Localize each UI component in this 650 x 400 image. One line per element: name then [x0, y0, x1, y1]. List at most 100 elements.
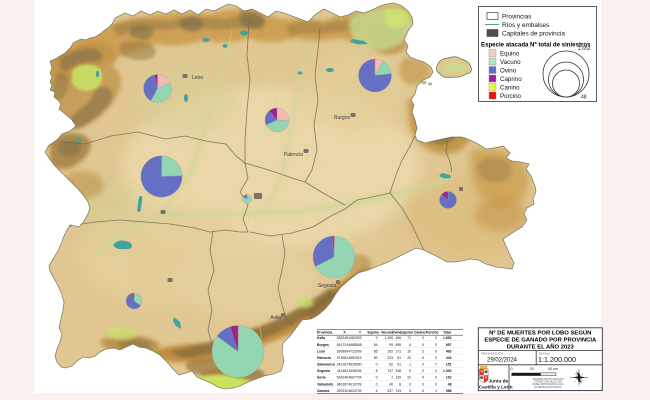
svg-text:343: 343	[446, 356, 452, 360]
svg-text:0: 0	[422, 363, 424, 367]
svg-text:Total: Total	[443, 330, 451, 334]
svg-text:250232: 250232	[337, 389, 348, 393]
svg-text:SISTEMA DE PROYECCIÓN: SISTEMA DE PROYECCIÓN	[532, 378, 563, 381]
svg-text:22: 22	[407, 376, 411, 380]
svg-text:León: León	[192, 75, 203, 81]
svg-text:Ríos y embalses: Ríos y embalses	[502, 22, 549, 29]
svg-text:1.406: 1.406	[385, 336, 394, 340]
svg-text:3: 3	[409, 389, 411, 393]
svg-text:Ovino: Ovino	[500, 68, 517, 75]
svg-text:Burgos: Burgos	[334, 115, 350, 121]
svg-text:151: 151	[446, 363, 452, 367]
svg-text:233: 233	[387, 356, 393, 360]
svg-text:292: 292	[387, 349, 393, 353]
svg-text:171: 171	[395, 349, 401, 353]
svg-text:ESCALA: ESCALA	[539, 352, 550, 356]
svg-text:1: 1	[435, 389, 437, 393]
svg-text:91: 91	[397, 363, 401, 367]
svg-text:0: 0	[376, 376, 378, 380]
svg-text:8: 8	[376, 369, 378, 373]
svg-text:166: 166	[395, 336, 401, 340]
svg-text:Ávila: Ávila	[317, 335, 325, 340]
svg-text:0: 0	[435, 382, 437, 386]
svg-text:X: X	[343, 330, 346, 334]
svg-text:Zamora: Zamora	[317, 389, 329, 393]
svg-text:9: 9	[376, 336, 378, 340]
svg-text:0: 0	[435, 349, 437, 353]
svg-text:0: 0	[435, 336, 437, 340]
svg-text:ESPECIE DE GANADO POR PROVINCI: ESPECIE DE GANADO POR PROVINCIA	[484, 338, 597, 344]
svg-text:54: 54	[374, 343, 378, 347]
svg-text:6: 6	[422, 356, 424, 360]
svg-text:Segovia: Segovia	[318, 283, 336, 289]
svg-text:29/02/2024: 29/02/2024	[487, 358, 518, 364]
svg-text:1: 1	[391, 376, 393, 380]
svg-text:48: 48	[581, 95, 587, 101]
svg-text:Caprino: Caprino	[400, 330, 413, 334]
svg-text:4610709: 4610709	[348, 382, 361, 386]
svg-text:8: 8	[399, 382, 401, 386]
svg-text:40: 40	[389, 382, 393, 386]
svg-text:85: 85	[374, 349, 378, 353]
svg-text:0: 0	[409, 382, 411, 386]
svg-text:4482903: 4482903	[348, 336, 361, 340]
svg-text:Especie atacada: Especie atacada	[481, 42, 529, 49]
svg-text:737: 737	[387, 369, 393, 373]
svg-text:0: 0	[422, 336, 424, 340]
svg-text:0: 0	[511, 367, 513, 371]
svg-text:Equino: Equino	[368, 330, 380, 334]
svg-text:1: 1	[409, 363, 411, 367]
svg-text:1.092: 1.092	[443, 369, 452, 373]
svg-text:Porcino: Porcino	[500, 93, 522, 100]
svg-text:Ovino: Ovino	[392, 330, 402, 334]
svg-text:DURANTE EL AÑO 2023: DURANTE EL AÑO 2023	[507, 344, 575, 351]
svg-text:346187: 346187	[337, 382, 348, 386]
svg-text:ETRS89 UTM HUSO 30N: ETRS89 UTM HUSO 30N	[534, 381, 562, 384]
svg-text:40 km: 40 km	[548, 367, 558, 371]
svg-text:4692014: 4692014	[348, 356, 361, 360]
svg-text:90: 90	[374, 356, 378, 360]
svg-text:20: 20	[530, 367, 534, 371]
svg-text:0: 0	[435, 376, 437, 380]
svg-text:498: 498	[395, 343, 401, 347]
svg-text:Castilla y León: Castilla y León	[479, 384, 513, 390]
svg-text:Segovia: Segovia	[317, 369, 330, 373]
svg-text:338: 338	[395, 369, 401, 373]
svg-text:657: 657	[446, 343, 452, 347]
svg-text:743: 743	[395, 389, 401, 393]
svg-text:1:1.200.000: 1:1.200.000	[538, 355, 576, 364]
svg-text:1.652: 1.652	[578, 46, 591, 52]
svg-text:4508254: 4508254	[348, 369, 361, 373]
svg-text:Y: Y	[359, 330, 362, 334]
svg-text:Soria: Soria	[317, 376, 326, 380]
svg-text:1.652: 1.652	[443, 336, 452, 340]
svg-text:Burgos: Burgos	[317, 343, 329, 347]
svg-text:7: 7	[435, 363, 437, 367]
svg-text:4688848: 4688848	[348, 343, 361, 347]
svg-text:Nº DE MUERTES POR LOBO SEGÚN: Nº DE MUERTES POR LOBO SEGÚN	[489, 330, 591, 337]
svg-text:139: 139	[395, 376, 401, 380]
svg-text:Provincias: Provincias	[502, 14, 531, 21]
svg-text:6: 6	[409, 343, 411, 347]
svg-text:4: 4	[376, 389, 378, 393]
svg-text:Porcino: Porcino	[426, 330, 439, 334]
svg-text:534240: 534240	[337, 376, 348, 380]
svg-text:99: 99	[389, 343, 393, 347]
svg-text:Nº total de siniestros: Nº total de siniestros	[530, 42, 591, 49]
svg-text:335249: 335249	[337, 336, 348, 340]
svg-text:0: 0	[435, 356, 437, 360]
svg-text:411482: 411482	[337, 369, 348, 373]
svg-text:0: 0	[422, 389, 424, 393]
svg-text:0: 0	[435, 343, 437, 347]
svg-text:FECHA EDICIÓN: FECHA EDICIÓN	[481, 351, 503, 356]
svg-text:Equino: Equino	[500, 51, 520, 58]
svg-text:0: 0	[435, 369, 437, 373]
svg-text:52: 52	[389, 363, 393, 367]
svg-text:Palencia: Palencia	[284, 152, 303, 158]
svg-text:4623709: 4623709	[348, 389, 361, 393]
svg-text:242167: 242167	[337, 363, 348, 367]
svg-text:20: 20	[407, 356, 411, 360]
svg-text:0: 0	[422, 369, 424, 373]
svg-text:0: 0	[376, 382, 378, 386]
svg-text:Vacuno: Vacuno	[381, 330, 393, 334]
